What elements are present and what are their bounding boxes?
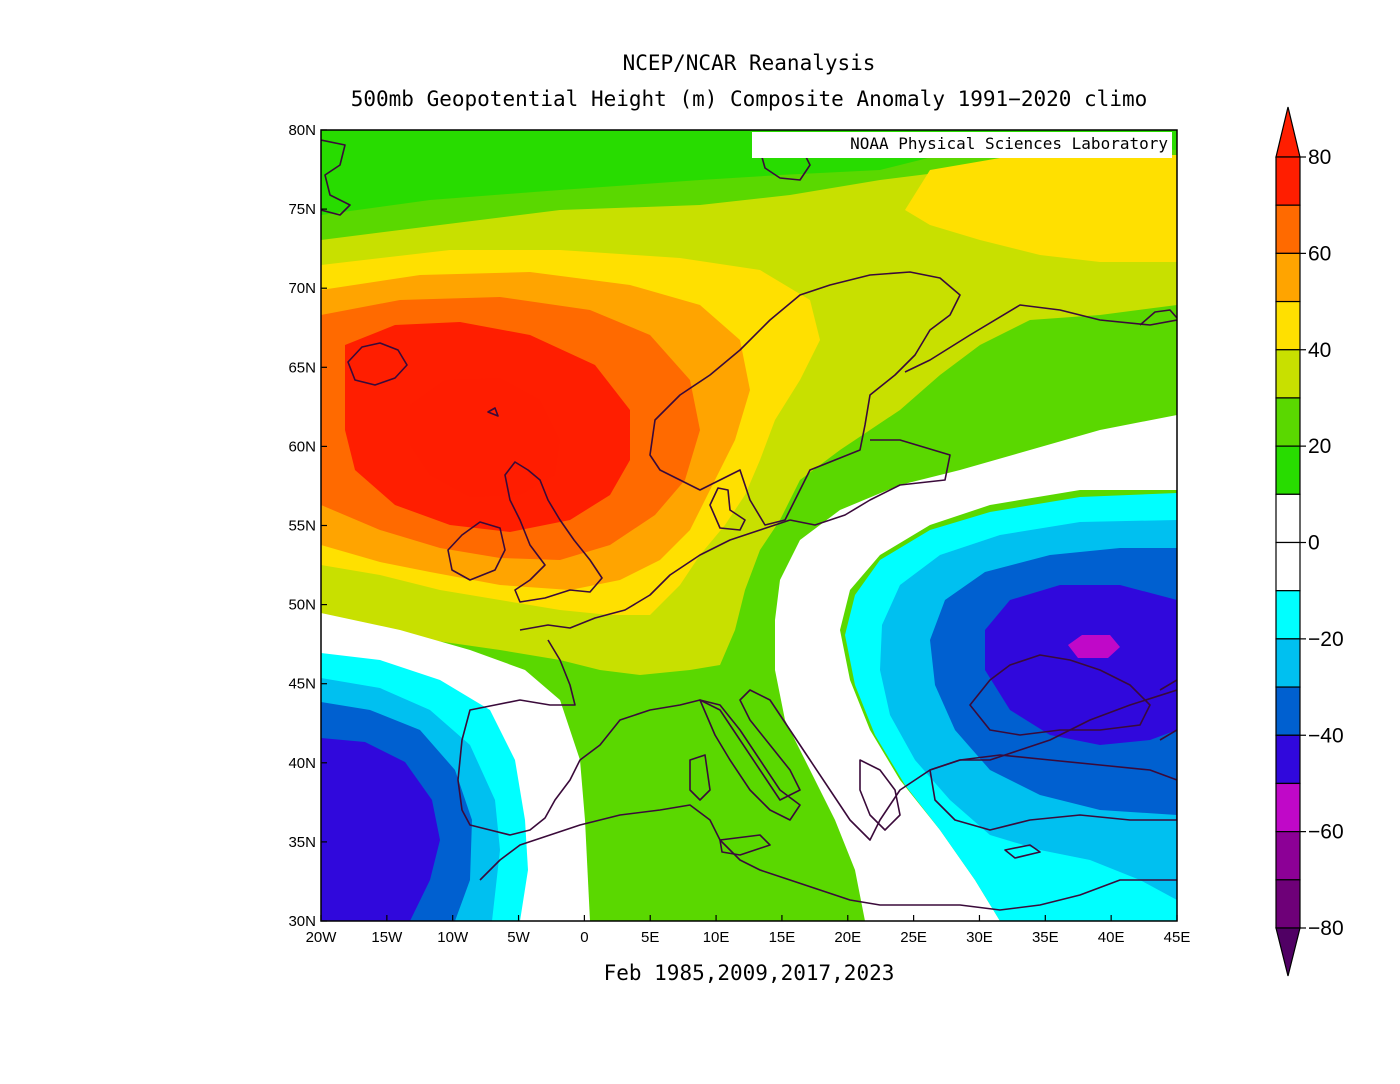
colorbar-label: −60 — [1308, 821, 1344, 844]
map-panel — [321, 130, 1177, 921]
credit-label: NOAA Physical Sciences Laboratory — [850, 134, 1168, 153]
colorbar-swatch — [1275, 590, 1301, 640]
colorbar-swatch — [1275, 445, 1301, 495]
lon-tick-label: 40E — [1098, 929, 1125, 946]
colorbar-swatch — [1275, 204, 1301, 254]
longitude-axis: 20W 15W 10W 5W 0 5E 10E 15E 20E 25E 30E 35E 40E 45E — [306, 915, 1191, 946]
anomaly-blob-ne-40-50 — [905, 155, 1177, 262]
latitude-axis: 30N 35N 40N 45N 50N 55N 60N 65N 70N 75N 80N — [288, 122, 327, 930]
coast-north-africa — [479, 804, 1177, 911]
lat-tick-label: 55N — [288, 518, 316, 535]
coast-black-sea — [969, 654, 1151, 736]
coastlines — [321, 139, 1177, 911]
coast-ireland — [447, 521, 506, 581]
colorbar-label: −20 — [1308, 628, 1344, 651]
colorbar-label: 0 — [1308, 532, 1320, 555]
lon-tick-label: 30E — [966, 929, 993, 946]
colorbar-label: 20 — [1308, 435, 1331, 458]
colorbar-swatch — [1275, 734, 1301, 785]
lon-tick-label: 15E — [769, 929, 796, 946]
coast-greece — [859, 759, 901, 831]
figure-subtitle: 500mb Geopotential Height (m) Composite … — [351, 87, 1148, 111]
colorbar-swatch — [1275, 541, 1301, 592]
lat-tick-label: 75N — [288, 201, 316, 218]
lat-tick-label: 80N — [288, 122, 316, 139]
colorbar-label: −80 — [1308, 917, 1344, 940]
colorbar-label: −40 — [1308, 724, 1344, 747]
lon-tick-label: 15W — [371, 929, 403, 946]
coast-turkey — [929, 754, 1177, 831]
lon-tick-label: 35E — [1032, 929, 1059, 946]
lon-tick-label: 5E — [641, 929, 659, 946]
anomaly-core-east-m50-m60 — [1068, 635, 1120, 658]
lat-tick-label: 65N — [288, 359, 316, 376]
colorbar-swatch — [1275, 831, 1301, 881]
credit-box — [752, 132, 1172, 158]
lon-tick-label: 5W — [507, 929, 530, 946]
lon-tick-label: 0 — [580, 929, 588, 946]
colorbar-swatch — [1275, 300, 1301, 351]
colorbar-swatch — [1275, 349, 1301, 399]
coast-denmark — [709, 487, 746, 531]
lat-tick-label: 40N — [288, 755, 316, 772]
anomaly-core-sw-m40-m50 — [321, 738, 440, 921]
lon-tick-label: 20E — [834, 929, 861, 946]
coast-baltic — [789, 439, 951, 526]
coast-iceland — [347, 342, 408, 386]
period-label: Feb 1985,2009,2017,2023 — [604, 961, 895, 985]
colorbar-label: 40 — [1308, 339, 1331, 362]
coast-faroe — [487, 407, 499, 417]
colorbar-swatch — [1275, 493, 1301, 544]
coast-greenland-edge — [321, 139, 351, 216]
colorbar-max-arrow — [1275, 106, 1301, 158]
anomaly-band-north-10-20 — [321, 130, 1177, 215]
coast-italy — [699, 699, 801, 821]
lon-tick-label: 25E — [900, 929, 927, 946]
colorbar: 80 60 40 20 0 −20 −40 −60 −80 — [1275, 106, 1344, 977]
lat-tick-label: 50N — [288, 597, 316, 614]
colorbar-swatch — [1275, 252, 1301, 303]
colorbar-swatch — [1275, 879, 1301, 929]
colorbar-swatch — [1275, 686, 1301, 736]
colorbar-min-arrow — [1275, 927, 1301, 977]
lon-tick-label: 45E — [1164, 929, 1191, 946]
coast-sardinia — [689, 754, 711, 801]
anomaly-band-central-0-10 — [775, 415, 1177, 921]
lat-tick-label: 45N — [288, 676, 316, 693]
colorbar-swatch — [1275, 156, 1301, 206]
lat-tick-label: 35N — [288, 834, 316, 851]
coast-caspian — [1159, 679, 1177, 741]
lat-tick-label: 60N — [288, 438, 316, 455]
colorbar-swatch — [1275, 397, 1301, 447]
colorbar-swatch — [1275, 638, 1301, 688]
colorbar-label: 80 — [1308, 146, 1331, 169]
coast-novaya-zemlya — [1139, 309, 1177, 326]
lat-tick-label: 30N — [288, 913, 316, 930]
lon-tick-label: 10W — [437, 929, 469, 946]
coast-sicily — [719, 834, 771, 856]
coast-great-britain — [504, 461, 603, 603]
figure-title: NCEP/NCAR Reanalysis — [623, 51, 876, 75]
lon-tick-label: 10E — [703, 929, 730, 946]
coast-scandinavia — [649, 271, 961, 526]
lon-tick-label: 20W — [306, 929, 338, 946]
lat-tick-label: 70N — [288, 280, 316, 297]
colorbar-label: 60 — [1308, 242, 1331, 265]
coast-cyprus — [1004, 844, 1041, 859]
colorbar-swatch — [1275, 782, 1301, 833]
